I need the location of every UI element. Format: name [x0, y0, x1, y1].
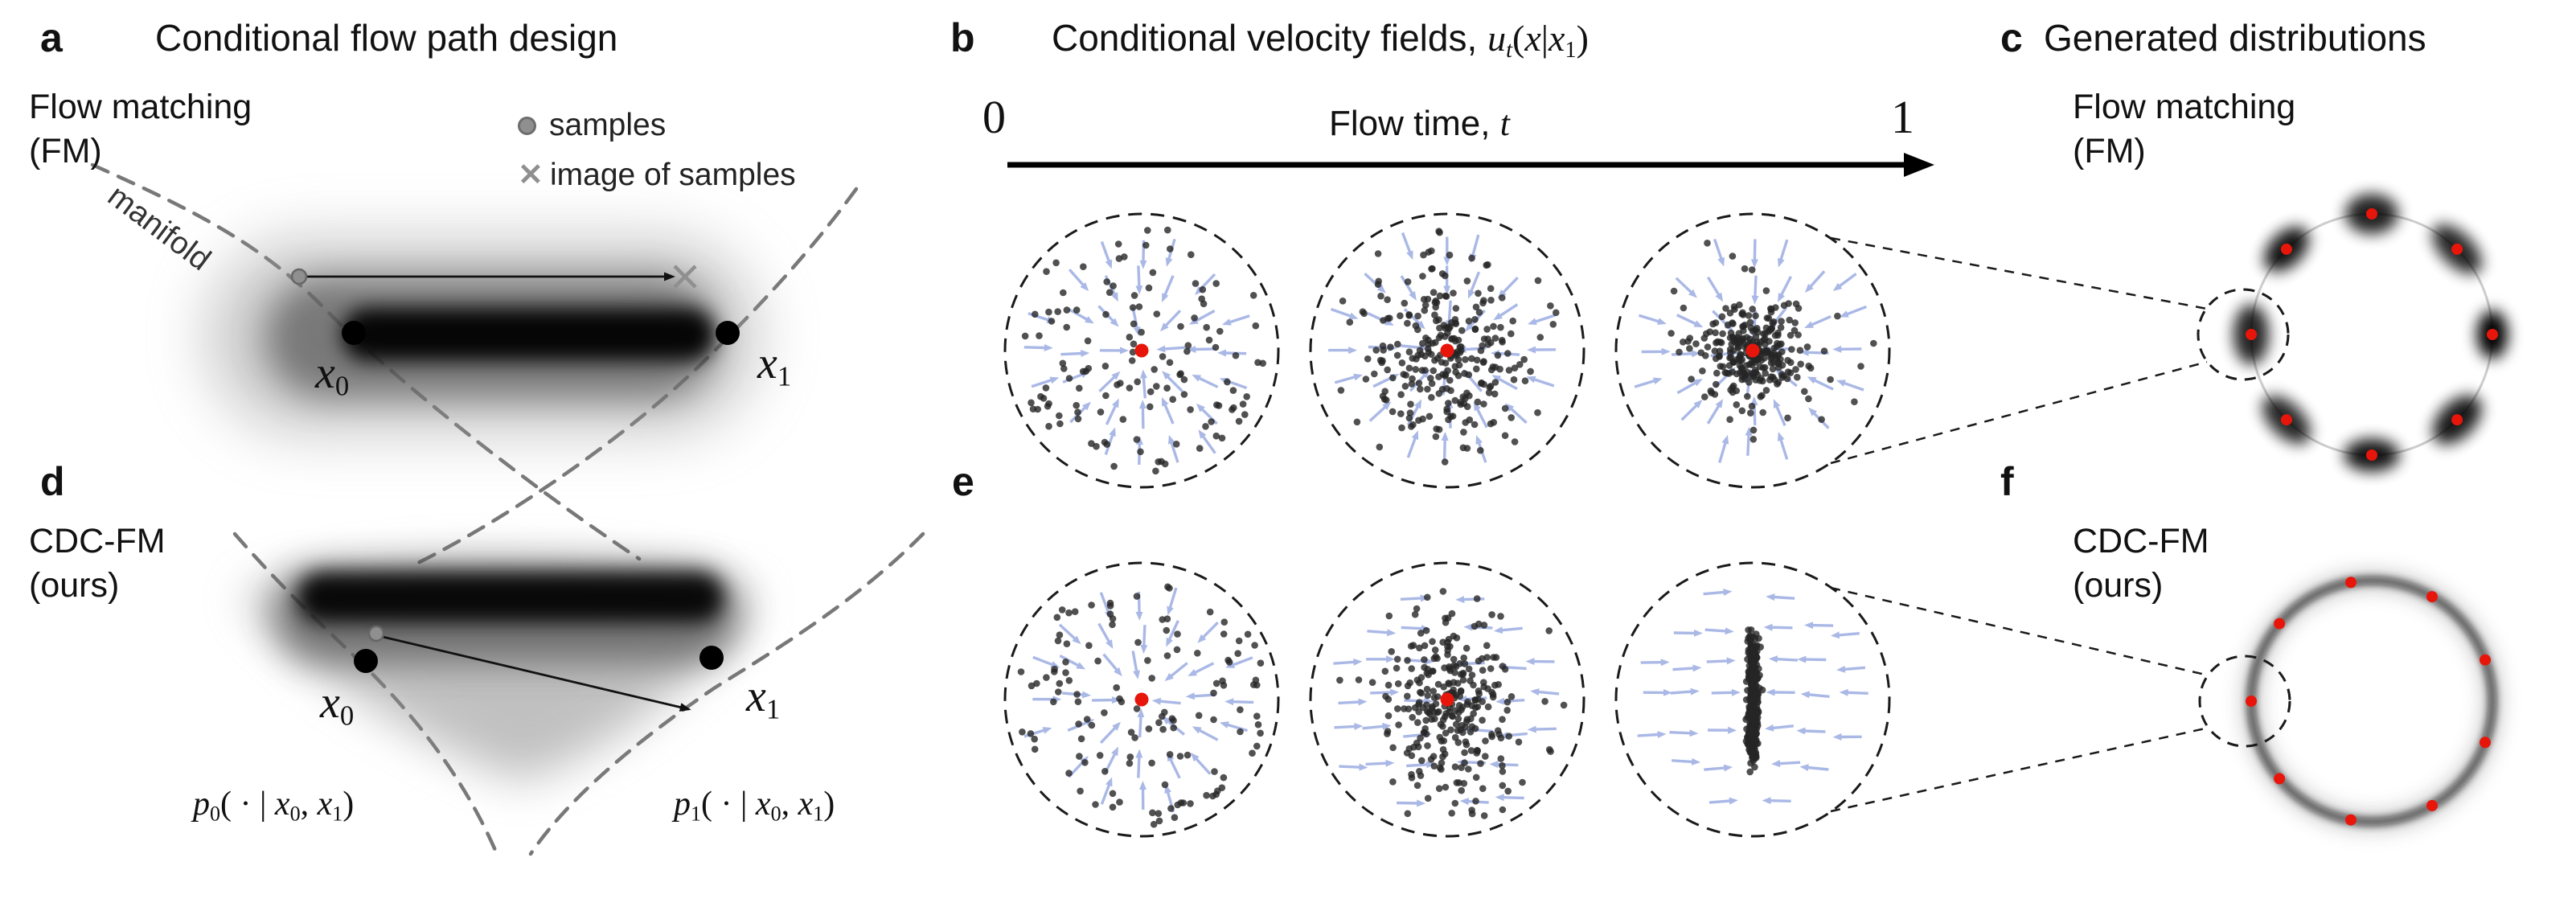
p1-label: p1( · | x0, x1) — [674, 786, 835, 826]
mode-dot — [2280, 243, 2292, 255]
velocity-field-b-t1 — [1614, 212, 1891, 489]
samples-marker-icon — [518, 116, 536, 135]
image-cross-marker-0b — [673, 265, 697, 289]
x0-label-a: x0 — [315, 348, 350, 402]
time-end-label: 1 — [1891, 91, 1914, 143]
panel-letter-d: d — [40, 459, 65, 504]
endpoint-dot-2 — [354, 649, 378, 673]
mode-dot — [2480, 737, 2491, 749]
method-fm-line1: Flow matching — [29, 88, 252, 126]
method-label-fm-a: Flow matching (FM) — [29, 85, 252, 174]
flow-path-blob-layer-5 — [297, 573, 724, 622]
endpoint-dot-1 — [716, 321, 740, 345]
generated-distribution-c — [2233, 194, 2508, 472]
mode-dot — [2426, 799, 2438, 811]
x0-label-d: x0 — [320, 678, 355, 732]
velocity-field-b-t0 — [1003, 212, 1280, 489]
panel-letter-c: c — [2000, 15, 2023, 60]
panel-letter-e: e — [952, 459, 974, 504]
mode-dot — [2246, 329, 2257, 340]
time-start-label: 0 — [982, 91, 1006, 143]
endpoint-dot-0 — [342, 321, 366, 345]
flow-time-axis-arrowhead-icon — [1904, 153, 1934, 177]
title-flow-path-design: Conditional flow path design — [155, 17, 618, 59]
sample-dot-marker-1 — [367, 625, 385, 642]
x1-label-a: x1 — [757, 339, 792, 392]
mode-dot — [2280, 414, 2292, 426]
mode-dot — [2451, 243, 2463, 255]
generated-distribution-f — [2242, 571, 2502, 831]
sample-dot-marker-0 — [290, 268, 308, 285]
mode-dot — [2274, 773, 2286, 785]
method-fm-line2: (FM) — [29, 132, 102, 170]
target-point-b-t1 — [1745, 343, 1760, 358]
mode-dot — [2274, 618, 2286, 630]
zoom-link-0 — [1830, 236, 2290, 465]
manifold-curve-1 — [416, 187, 859, 565]
method-fm-c-line1: Flow matching — [2073, 88, 2296, 126]
target-point-b-t05 — [1440, 343, 1454, 358]
method-cdcfm-f-line2: (ours) — [2073, 566, 2164, 605]
flow-time-label: Flow time, t — [1329, 104, 1510, 143]
method-cdcfm-line1: CDC-FM — [29, 522, 166, 560]
velocity-field-b-t05 — [1309, 212, 1585, 489]
mode-dot — [2345, 577, 2357, 589]
method-cdcfm-line2: (ours) — [29, 566, 120, 605]
mode-dot — [2366, 449, 2377, 461]
panel-letter-f: f — [2000, 459, 2014, 504]
title-velocity-fields: Conditional velocity fields, ut(x|x1) — [1052, 17, 1589, 63]
endpoint-dot-3 — [699, 646, 724, 670]
mode-dot — [2480, 654, 2491, 666]
legend: samples ✕ image of samples — [518, 106, 796, 195]
legend-samples-label: samples — [549, 108, 667, 142]
method-cdcfm-f-line1: CDC-FM — [2073, 522, 2209, 560]
method-label-fm-c: Flow matching (FM) — [2073, 85, 2295, 174]
zoom-link-1 — [1830, 586, 2291, 813]
target-point-e-t05 — [1440, 692, 1454, 707]
title-generated-distributions: Generated distributions — [2044, 17, 2426, 59]
mode-dot — [2366, 208, 2377, 220]
mode-dot — [2345, 814, 2357, 826]
flow-path-blob-layer-2 — [342, 308, 716, 361]
method-fm-c-line2: (FM) — [2073, 132, 2146, 170]
p0-label: p0( · | x0, x1) — [193, 786, 355, 826]
mode-dot — [2246, 696, 2257, 707]
method-label-cdcfm-d: CDC-FM (ours) — [29, 519, 166, 608]
image-of-samples-marker-icon: ✕ — [518, 158, 544, 192]
x1-label-d: x1 — [746, 671, 781, 725]
panel-letter-b: b — [950, 15, 975, 60]
mode-dot — [2426, 591, 2438, 603]
legend-image-of-samples-label: image of samples — [550, 158, 796, 192]
mode-dot — [2487, 329, 2498, 340]
sample-map-arrow-1 — [382, 635, 691, 712]
velocity-field-e-t1 — [1614, 561, 1891, 838]
method-label-cdcfm-f: CDC-FM (ours) — [2073, 519, 2209, 608]
target-point-e-t0 — [1134, 692, 1149, 707]
velocity-field-e-t0 — [1003, 561, 1280, 838]
velocity-field-e-t05 — [1309, 561, 1585, 838]
mode-dot — [2451, 414, 2463, 426]
legend-row-samples: samples — [518, 106, 796, 145]
target-point-b-t0 — [1134, 343, 1149, 358]
legend-row-image-of-samples: ✕ image of samples — [518, 156, 796, 195]
manifold-curve-3 — [528, 531, 925, 856]
panel-letter-a: a — [40, 15, 63, 60]
